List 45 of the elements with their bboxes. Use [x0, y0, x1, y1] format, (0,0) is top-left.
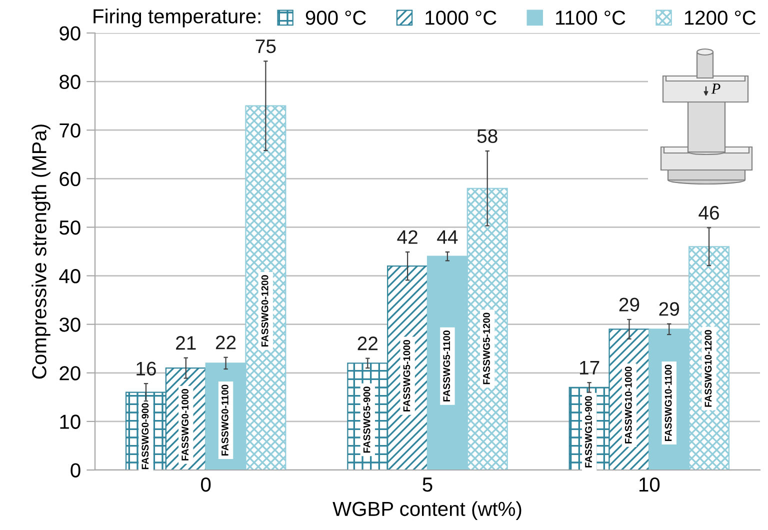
annotation: FASSWG10-1000: [624, 366, 632, 444]
legend-label: 1000 °C: [426, 10, 496, 25]
y-tick-label: 40: [59, 269, 80, 284]
y-tick-label: 90: [60, 26, 80, 40]
data-label: 29: [619, 298, 640, 312]
annotation: FASSWG0-1000: [182, 389, 188, 460]
data-label: 42: [397, 230, 418, 244]
annotation: P: [711, 84, 720, 94]
annotation: FASSWG10-900: [585, 396, 592, 468]
annotation: FASSWG5-1100: [443, 330, 450, 402]
y-tick-label: 30: [59, 318, 80, 332]
annotation: FASSWG10-1200: [704, 330, 712, 407]
legend-label: 900 °C: [306, 10, 366, 25]
annotation: FASSWG10-1100: [664, 364, 672, 441]
y-tick-label: 20: [60, 366, 80, 380]
annotation: FASSWG0-900: [142, 403, 149, 470]
y-tick-label: 60: [60, 172, 80, 186]
y-tick-label: 80: [60, 74, 80, 90]
y-axis-title: Compressive strength (MPa): [32, 124, 50, 379]
data-label: 29: [659, 302, 680, 316]
y-tick-label: 70: [60, 123, 80, 138]
data-label: 16: [136, 362, 156, 376]
data-label: 17: [580, 361, 600, 374]
annotation: FASSWG5-1200: [483, 312, 490, 384]
annotation: FASSWG5-1000: [403, 340, 410, 412]
y-tick-label: 50: [60, 220, 80, 235]
x-tick-label: 10: [640, 477, 660, 492]
data-label: 58: [477, 129, 498, 143]
data-label: 22: [216, 336, 236, 350]
annotation: FASSWG0-1100: [222, 384, 228, 456]
y-tick-label: 0: [70, 463, 80, 478]
data-label: 21: [176, 336, 196, 350]
data-label: 44: [437, 230, 458, 244]
data-label: 22: [358, 336, 378, 350]
legend-label: 1200 °C: [684, 10, 756, 25]
annotation: FASSWG0-1200: [261, 275, 268, 347]
data-label: 46: [698, 206, 719, 220]
x-axis-title: WGBP content (wt%): [332, 501, 522, 520]
annotation: FASSWG5-900: [363, 386, 370, 453]
x-tick-label: 0: [201, 477, 211, 492]
data-label: 75: [256, 40, 276, 54]
y-tick-label: 10: [60, 414, 80, 429]
x-tick-label: 5: [422, 478, 432, 492]
legend-title: Firing temperature:: [94, 8, 260, 28]
legend-label: 1100 °C: [556, 10, 626, 25]
